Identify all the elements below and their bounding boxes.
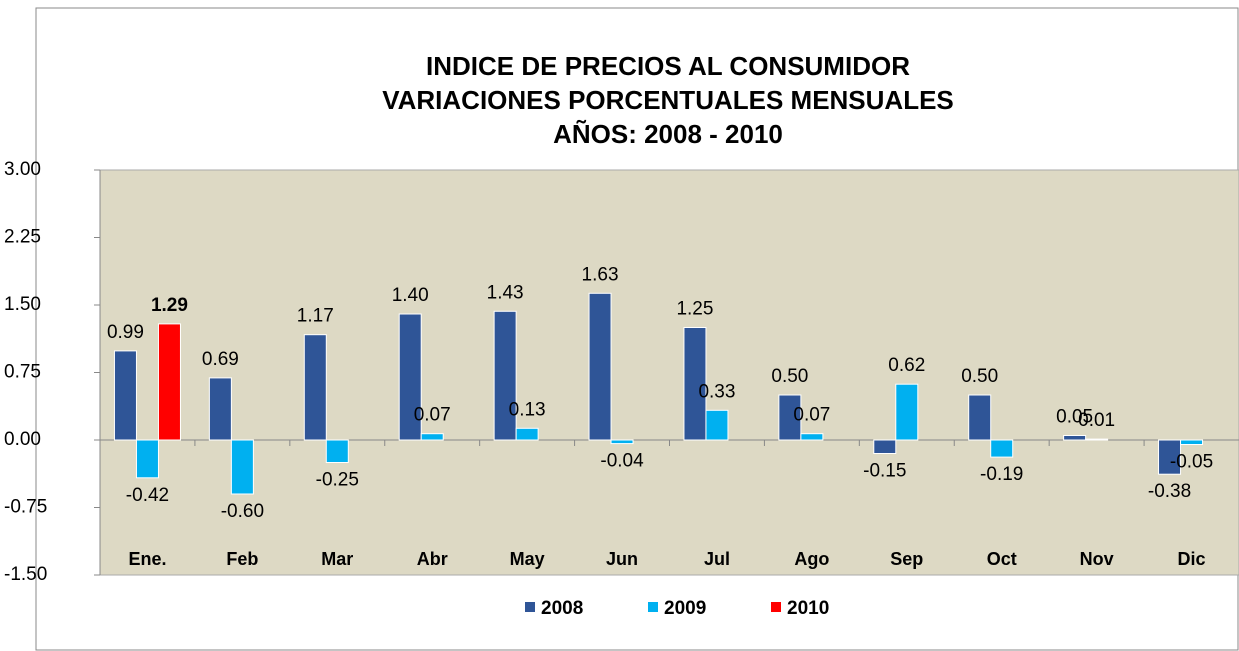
bar xyxy=(493,310,517,441)
x-tick-label: Mar xyxy=(321,549,353,569)
data-label: -0.25 xyxy=(316,470,359,491)
data-label: 1.43 xyxy=(487,282,524,303)
chart-title: VARIACIONES PORCENTUALES MENSUALES xyxy=(382,85,954,115)
legend-swatch xyxy=(771,602,781,612)
bar xyxy=(303,334,327,441)
data-label: -0.04 xyxy=(600,451,644,472)
data-label: 0.69 xyxy=(202,349,239,370)
x-tick-label: Jun xyxy=(606,549,638,569)
data-label: -0.15 xyxy=(863,461,906,482)
chart-title: INDICE DE PRECIOS AL CONSUMIDOR xyxy=(426,51,910,81)
plot-area xyxy=(99,169,1239,576)
bar xyxy=(1063,435,1087,441)
bar xyxy=(895,383,919,441)
x-tick-label: Dic xyxy=(1178,549,1206,569)
data-label: -0.19 xyxy=(980,464,1023,485)
bar xyxy=(1180,439,1204,445)
data-label: -0.38 xyxy=(1148,481,1191,502)
data-label: -0.42 xyxy=(126,485,169,506)
bar xyxy=(113,350,137,441)
legend-swatch xyxy=(525,602,535,612)
y-tick-label: -1.50 xyxy=(4,564,47,585)
data-label: 1.40 xyxy=(392,285,429,306)
bar xyxy=(135,439,159,479)
bar xyxy=(325,439,349,463)
bar xyxy=(683,327,707,441)
bar xyxy=(398,313,422,441)
x-tick-label: Sep xyxy=(890,549,923,569)
x-tick-label: Abr xyxy=(417,549,448,569)
data-label: 1.29 xyxy=(151,295,188,316)
bar xyxy=(968,394,992,441)
bar xyxy=(610,439,634,445)
data-label: 0.50 xyxy=(961,366,998,387)
chart-title: AÑOS: 2008 - 2010 xyxy=(553,119,783,149)
x-tick-label: Ene. xyxy=(128,549,166,569)
bar xyxy=(1158,439,1182,475)
data-label: 1.25 xyxy=(676,299,713,320)
bar xyxy=(230,439,254,495)
legend-label: 2009 xyxy=(664,598,706,619)
bar xyxy=(800,433,824,441)
data-label: 1.17 xyxy=(297,306,334,327)
y-tick-label: 3.00 xyxy=(4,159,41,180)
bar xyxy=(157,323,181,441)
bar xyxy=(873,439,897,454)
y-tick-label: 1.50 xyxy=(4,294,41,315)
data-label: 1.63 xyxy=(582,264,619,285)
y-tick-label: -0.75 xyxy=(4,497,47,518)
legend-label: 2008 xyxy=(541,598,583,619)
data-label: 0.13 xyxy=(509,399,546,420)
bar xyxy=(778,394,802,441)
x-tick-label: May xyxy=(510,549,545,569)
x-tick-label: Jul xyxy=(704,549,730,569)
bar xyxy=(990,439,1014,458)
data-label: 0.50 xyxy=(771,366,808,387)
data-label: -0.60 xyxy=(221,501,264,522)
legend-swatch xyxy=(648,602,658,612)
bar xyxy=(1085,438,1109,441)
data-label: 0.33 xyxy=(698,381,735,402)
data-label: 0.01 xyxy=(1078,410,1115,431)
y-tick-label: 0.00 xyxy=(4,429,41,450)
x-tick-label: Nov xyxy=(1080,549,1114,569)
bar xyxy=(515,427,539,441)
bar xyxy=(705,409,729,441)
bar xyxy=(420,433,444,441)
legend-label: 2010 xyxy=(787,598,829,619)
data-label: 0.07 xyxy=(414,405,451,426)
y-tick-label: 2.25 xyxy=(4,227,41,248)
bar xyxy=(208,377,232,441)
data-label: 0.62 xyxy=(888,355,925,376)
data-label: 0.07 xyxy=(793,405,830,426)
x-tick-label: Oct xyxy=(987,549,1017,569)
x-tick-label: Ago xyxy=(794,549,829,569)
data-label: -0.05 xyxy=(1170,452,1213,473)
x-tick-label: Feb xyxy=(226,549,258,569)
data-label: 0.05 xyxy=(1056,407,1093,428)
data-label: 0.99 xyxy=(107,322,144,343)
y-tick-label: 0.75 xyxy=(4,362,41,383)
bar xyxy=(588,292,612,441)
